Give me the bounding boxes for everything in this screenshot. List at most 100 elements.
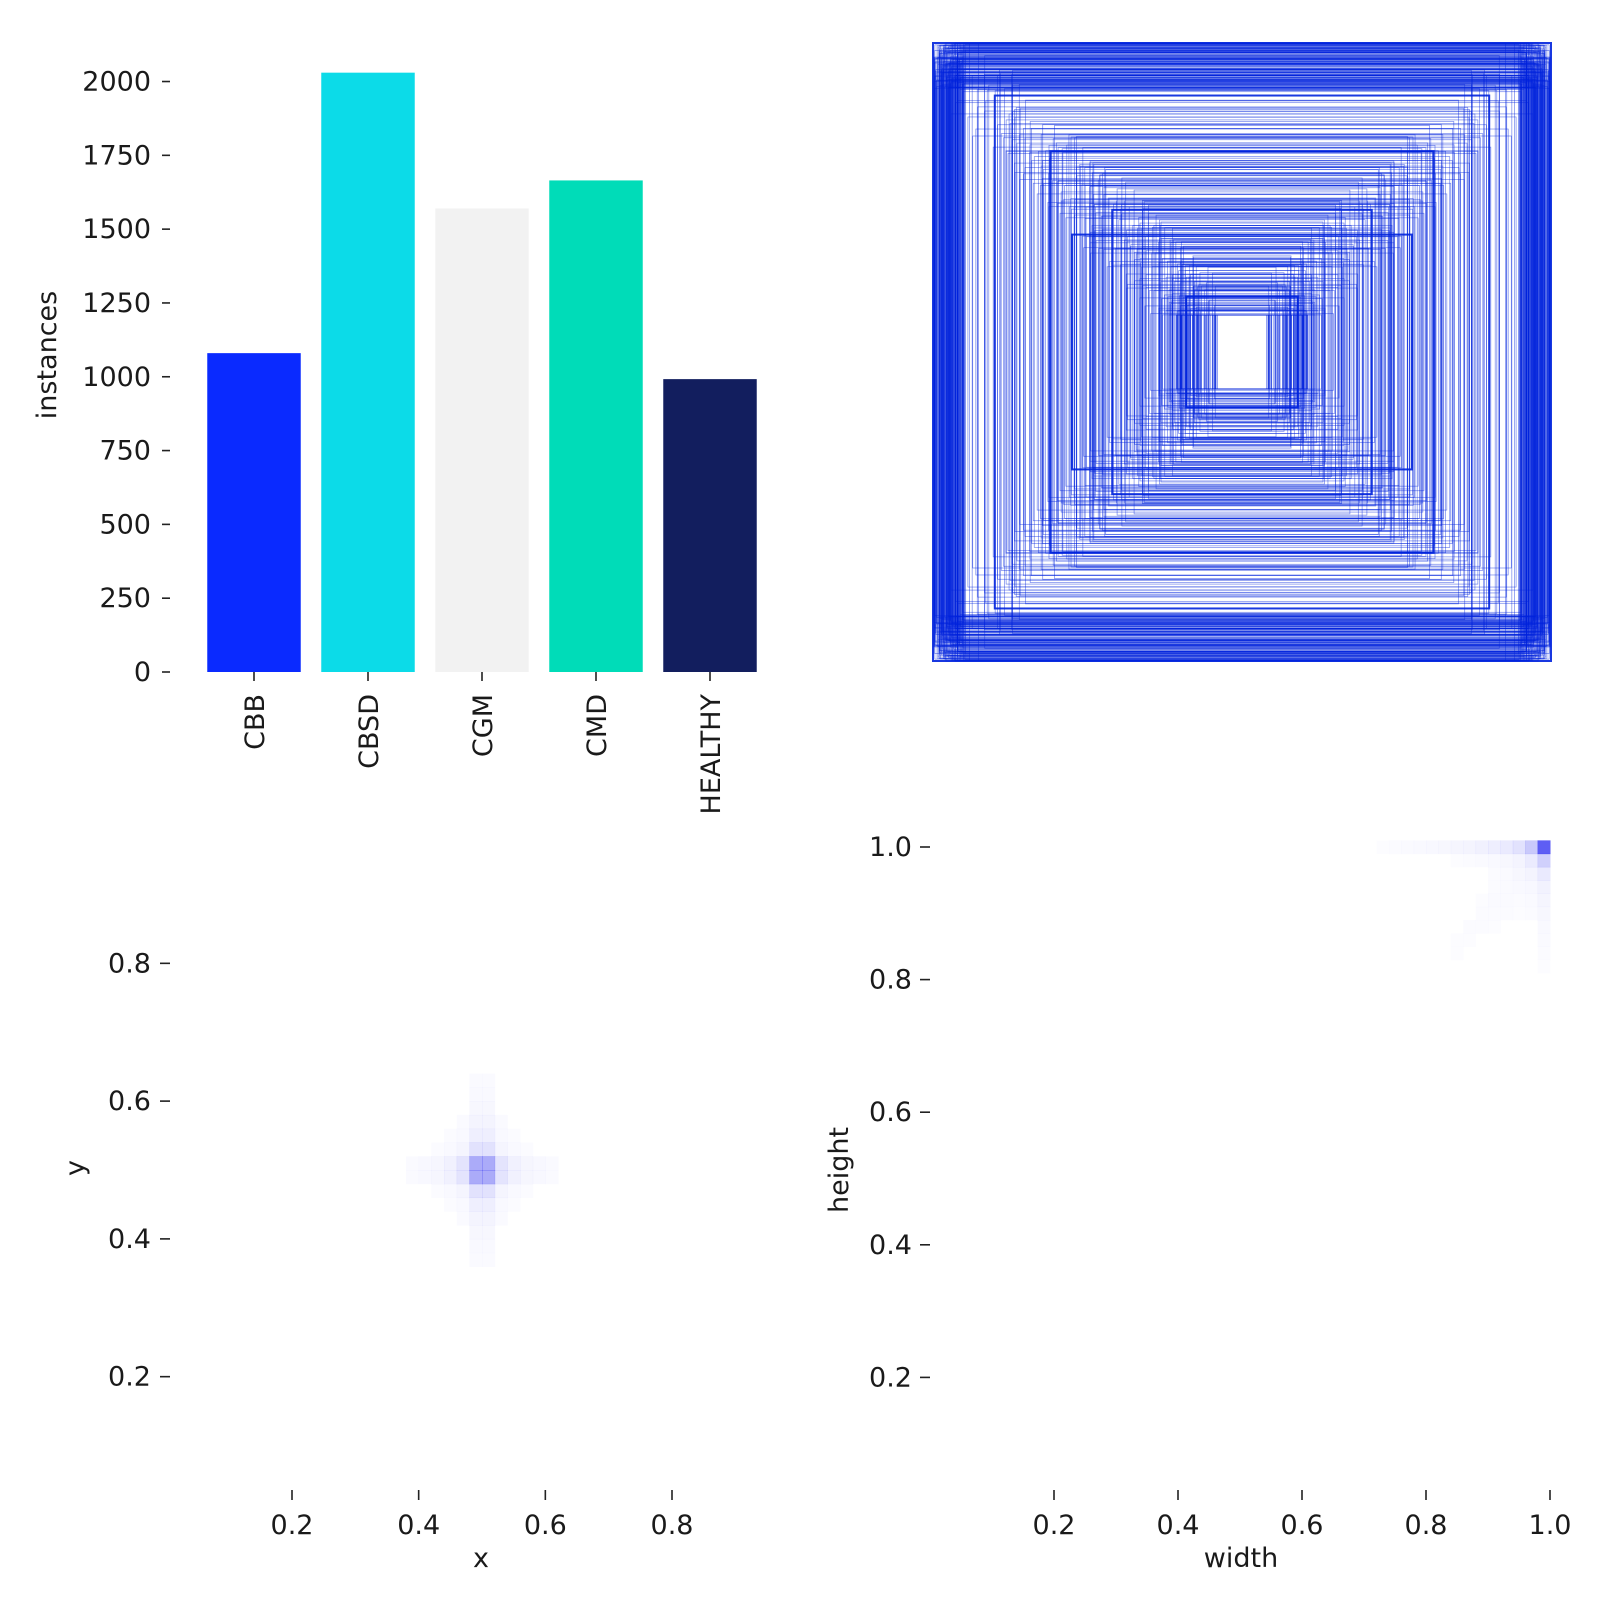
xy-density-cell (482, 1128, 496, 1143)
bbox-outline (1180, 247, 1304, 457)
bbox-outline (1048, 173, 1436, 531)
xy-density-cell (456, 1156, 470, 1171)
xy-density-cell (482, 1087, 495, 1101)
bbox-outline (1104, 167, 1380, 537)
bbox-outline (955, 79, 1529, 625)
bbox-outline (1205, 314, 1279, 390)
bbox-outline (1198, 314, 1286, 390)
bbox-outline (1003, 137, 1481, 567)
xy-density-cell (444, 1142, 457, 1156)
xy-density-cell (469, 1253, 482, 1267)
ytick-label: 0.4 (108, 1224, 151, 1255)
bar-xtick-label: CBB (240, 694, 271, 750)
bbox-outline (1204, 289, 1280, 415)
wh-density-cell (1376, 840, 1389, 854)
bbox-outline (1074, 199, 1410, 505)
bbox-outline (1092, 162, 1392, 542)
wh-density-panel: 0.2 0.4 0.6 0.8 1.0 0.2 0.4 0.6 0.8 1.0 (869, 832, 1571, 1541)
xy-density-cell (520, 1184, 533, 1198)
xy-density-cell (469, 1142, 483, 1157)
bbox-outline (1000, 133, 1484, 571)
bbox-outline (1141, 227, 1343, 477)
bbox-outline (944, 51, 1540, 653)
bbox-outline (1212, 314, 1272, 390)
xy-density-cell (457, 1115, 470, 1129)
bbox-outline (1144, 305, 1340, 399)
bbox-outline (1207, 314, 1277, 390)
wh-density-cell (1463, 920, 1476, 934)
bbox-outline (1125, 273, 1359, 431)
bbox-outline (1080, 184, 1404, 520)
bbox-outline (934, 44, 1550, 660)
bbox-outline (933, 56, 1551, 648)
bbox-outline (1136, 248, 1348, 456)
xy-density-cell (444, 1198, 457, 1212)
bbox-outline (1214, 305, 1270, 399)
xy-density-cell (507, 1129, 520, 1143)
wh-density-cell (1476, 893, 1489, 907)
xy-density-cell (482, 1114, 496, 1130)
bbox-outline (1207, 266, 1277, 438)
bbox-outline (961, 75, 1523, 629)
xy-density-cell (469, 1239, 482, 1253)
bbox-outline (1185, 295, 1299, 409)
bbox-outline (939, 50, 1545, 654)
bbox-outline (1200, 314, 1284, 390)
xy-density-cell (444, 1129, 457, 1143)
wh-density-cell (1463, 840, 1477, 855)
xy-density-cell (482, 1211, 496, 1226)
xy-ylabel: y (60, 1160, 91, 1176)
xy-density-cell (507, 1156, 521, 1171)
bbox-outline (1142, 199, 1342, 505)
bbox-outline (1051, 151, 1433, 553)
bbox-outline (1162, 258, 1322, 446)
bar-cbb (207, 353, 301, 672)
bbox-outline (954, 75, 1530, 629)
bbox-outline (1192, 255, 1292, 449)
bbox-outline (1113, 203, 1371, 501)
bbox-outline (939, 71, 1545, 633)
bbox-outline (1167, 260, 1317, 444)
bbox-outline (947, 47, 1537, 657)
wh-density-cell (1488, 880, 1501, 894)
bbox-outline (934, 70, 1550, 634)
bbox-outline (1216, 314, 1268, 390)
bar-ytick-label: 750 (99, 436, 151, 467)
ytick-label: 0.8 (869, 965, 912, 996)
bbox-outline (948, 71, 1536, 633)
xtick-label: 0.6 (1281, 1510, 1324, 1541)
bbox-outline (1126, 287, 1358, 417)
bbox-outline (960, 76, 1524, 628)
bbox-outline (1014, 172, 1470, 532)
wh-density-cell (1476, 907, 1489, 921)
ytick-label: 0.4 (869, 1230, 912, 1261)
wh-density-cell (1513, 907, 1526, 921)
bbox-outline (1173, 239, 1311, 465)
xy-density-cell (533, 1156, 546, 1170)
bbox-outline (934, 75, 1550, 629)
bbox-outline (1105, 169, 1379, 535)
wh-density-cell (1401, 840, 1414, 854)
xtick-label: 0.4 (397, 1510, 440, 1541)
bbox-outline (1170, 303, 1314, 401)
bbox-outline (1004, 88, 1480, 616)
bbox-outline (1161, 298, 1323, 406)
bbox-outline (949, 78, 1535, 626)
bbox-outline (1106, 266, 1378, 438)
bbox-outline (1129, 246, 1355, 458)
xtick-label: 1.0 (1529, 1510, 1572, 1541)
bbox-outline (1177, 263, 1307, 441)
bbox-outline (1204, 314, 1280, 390)
bbox-outline (1103, 194, 1381, 510)
xy-density-cell (444, 1184, 457, 1198)
bar-xtick-label: CGM (468, 694, 499, 757)
ytick-label: 0.6 (869, 1097, 912, 1128)
bbox-outline (992, 146, 1492, 558)
bbox-outline (941, 71, 1543, 633)
bbox-outline (1206, 282, 1278, 422)
bbox-outline (947, 68, 1537, 636)
wh-density-cell (1500, 840, 1514, 855)
xy-density-cell (469, 1170, 483, 1185)
bbox-outline (1200, 310, 1284, 394)
